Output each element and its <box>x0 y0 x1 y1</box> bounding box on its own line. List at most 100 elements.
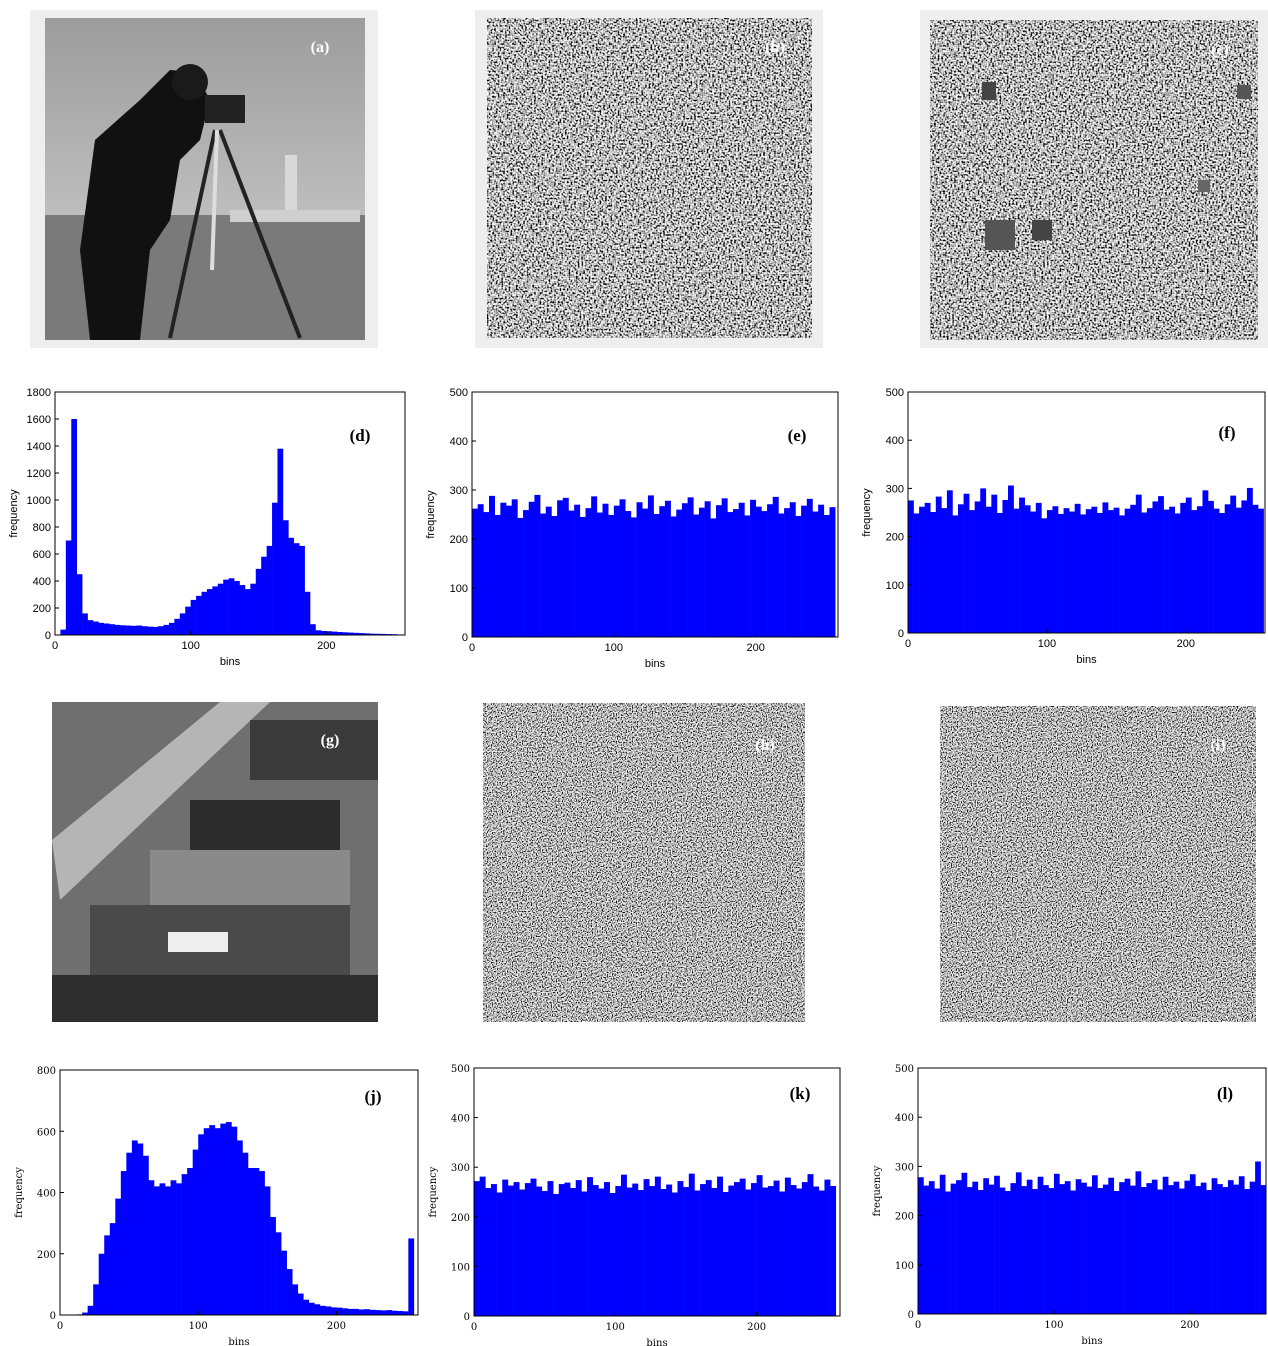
bar <box>950 1183 957 1314</box>
y-tick-label: 200 <box>450 534 468 546</box>
x-axis-label: bins <box>220 656 241 668</box>
y-tick-label: 500 <box>895 1064 914 1075</box>
bar <box>483 512 490 637</box>
bar <box>137 1143 144 1315</box>
bar <box>946 490 953 633</box>
bar <box>961 1172 968 1314</box>
bar <box>519 1189 526 1316</box>
bar <box>310 624 316 635</box>
bar <box>728 1185 735 1316</box>
bar <box>236 1140 243 1315</box>
bar <box>540 513 547 637</box>
bar <box>1059 1184 1066 1314</box>
bar <box>500 502 507 637</box>
bar <box>165 1186 171 1315</box>
bar <box>397 1311 404 1315</box>
bar <box>988 1184 995 1314</box>
bar <box>767 504 774 637</box>
bar <box>341 1308 348 1315</box>
bar <box>402 1311 409 1315</box>
bar <box>812 511 819 637</box>
bar <box>353 632 360 635</box>
bar <box>660 1189 667 1316</box>
bar <box>225 1122 232 1315</box>
y-tick-label: 0 <box>898 628 904 640</box>
bar <box>996 512 1003 633</box>
bar <box>670 516 677 637</box>
bar <box>733 509 739 637</box>
bar <box>303 1299 310 1315</box>
bar <box>1241 500 1248 633</box>
y-tick-label: 0 <box>45 630 51 642</box>
bar <box>98 1253 105 1315</box>
bar <box>217 583 224 635</box>
bar <box>722 1192 729 1316</box>
bar <box>187 1168 193 1315</box>
x-tick-label: 0 <box>52 640 58 652</box>
bar <box>336 1307 343 1315</box>
y-tick-label: 400 <box>33 576 51 588</box>
bar <box>570 1188 577 1316</box>
bar <box>408 1238 415 1315</box>
bar <box>1124 508 1131 633</box>
image-label: (g) <box>321 732 340 749</box>
bar <box>1146 508 1153 633</box>
bar <box>574 504 581 637</box>
bar <box>472 508 478 637</box>
bar <box>1227 1180 1234 1314</box>
bar <box>721 498 728 637</box>
bar <box>999 1187 1006 1314</box>
bar <box>963 493 970 633</box>
bar <box>507 1185 514 1316</box>
histogram-chart: 0 100 200 300 400 500 0 100 200 bins frequency (k) <box>428 1064 841 1346</box>
bar <box>234 581 240 635</box>
bar <box>148 1180 155 1315</box>
bar <box>275 1232 282 1315</box>
bar <box>710 518 717 637</box>
x-axis-label: bins <box>645 658 666 670</box>
bar <box>1013 508 1020 633</box>
bar <box>795 515 802 637</box>
bar <box>477 504 484 637</box>
bar <box>299 545 305 635</box>
bar <box>807 1174 814 1316</box>
bar <box>830 1186 837 1316</box>
plot-frame <box>471 391 839 638</box>
bar <box>206 589 213 635</box>
bar <box>1169 506 1176 633</box>
bar <box>1206 1190 1212 1314</box>
bar <box>479 1176 486 1316</box>
bar <box>1113 1191 1120 1314</box>
bar <box>114 624 121 635</box>
bar <box>813 1186 820 1316</box>
bar <box>203 1128 210 1315</box>
bar <box>579 516 586 637</box>
bar <box>87 1305 94 1315</box>
bar <box>585 508 592 637</box>
bar <box>1189 1174 1196 1314</box>
bar <box>380 1310 387 1315</box>
x-tick-label: 200 <box>1180 1320 1199 1331</box>
bar <box>196 595 202 635</box>
y-tick-label: 500 <box>886 387 904 399</box>
bar <box>958 504 964 633</box>
bar <box>767 1186 774 1316</box>
bar <box>1130 504 1137 633</box>
bar <box>364 1309 370 1315</box>
bar <box>1010 1183 1017 1314</box>
bar <box>315 630 322 635</box>
bar <box>176 1183 182 1315</box>
y-axis-label: frequency <box>425 490 437 539</box>
bar <box>270 1217 276 1315</box>
bar <box>654 1176 661 1316</box>
bar <box>1173 1181 1180 1314</box>
bar <box>625 511 632 637</box>
y-tick-label: 0 <box>464 1312 470 1323</box>
bar <box>1152 501 1159 633</box>
bar <box>705 1180 712 1316</box>
plot-frame <box>917 1067 1267 1315</box>
bar <box>103 623 110 635</box>
bar <box>277 448 284 635</box>
bar <box>337 632 343 635</box>
panel-annotation: (j) <box>365 1087 382 1106</box>
